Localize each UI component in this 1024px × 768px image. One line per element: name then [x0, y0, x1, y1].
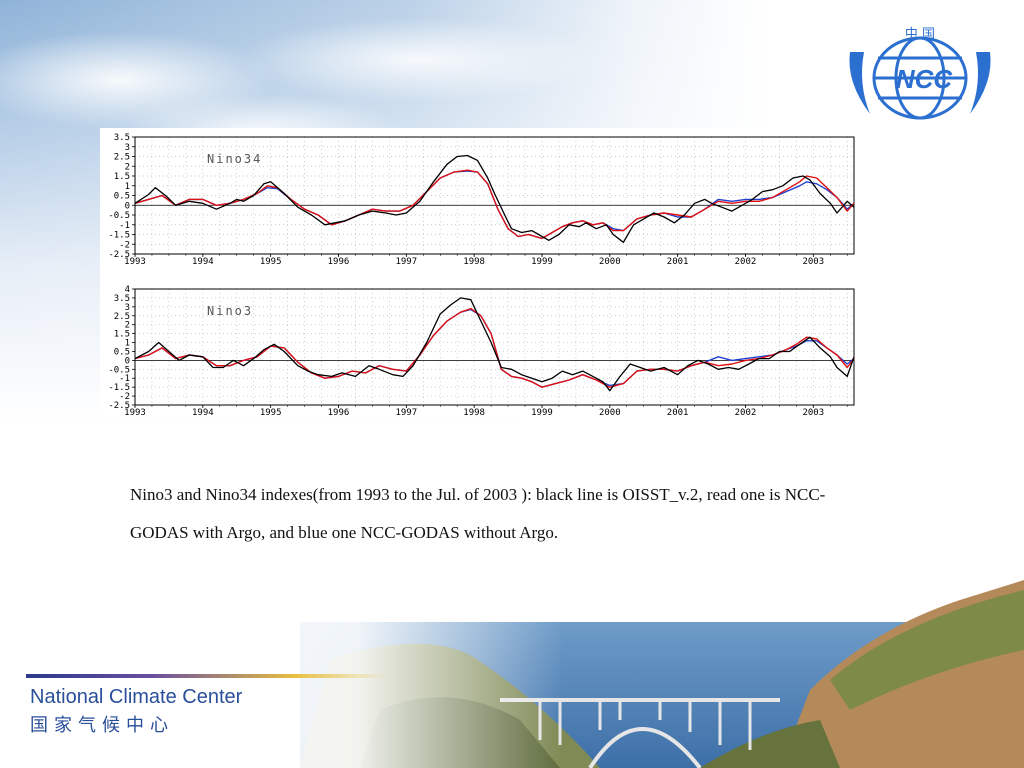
y-tick-label: -1	[119, 221, 130, 231]
y-tick-label: 0	[125, 201, 130, 211]
x-tick-label: 1996	[328, 257, 350, 267]
logo-top-text: 中 国	[905, 27, 935, 42]
series-line-1	[134, 169, 855, 240]
org-name-chinese: 国家气候中心	[30, 715, 174, 736]
x-tick-label: 2002	[735, 408, 757, 418]
y-tick-label: 2.5	[114, 312, 130, 322]
x-tick-label: 1994	[192, 408, 214, 418]
series-line-1	[134, 307, 855, 388]
x-tick-label: 1998	[463, 257, 485, 267]
x-tick-label: 2000	[599, 408, 621, 418]
series-line-2	[134, 170, 855, 240]
y-tick-label: -2	[119, 392, 130, 402]
series-line-2	[134, 308, 855, 388]
x-tick-label: 2002	[735, 257, 757, 267]
x-tick-label: 1993	[124, 257, 146, 267]
plot-frame	[134, 288, 855, 406]
x-tick-label: 2003	[802, 408, 824, 418]
logo-main-text: NCC	[896, 64, 954, 94]
y-tick-label: 0.5	[114, 192, 130, 202]
y-tick-label: 4	[125, 285, 130, 295]
x-tick-label: 2001	[667, 408, 689, 418]
y-tick-label: 1.5	[114, 330, 130, 340]
x-tick-label: 1997	[395, 257, 417, 267]
series-line-0	[134, 297, 855, 392]
y-tick-label: -0.5	[108, 211, 130, 221]
y-tick-label: 2	[125, 162, 130, 172]
y-tick-label: -1.5	[108, 383, 130, 393]
y-tick-label: 1.5	[114, 172, 130, 182]
x-tick-label: 1993	[124, 408, 146, 418]
y-tick-label: -2.5	[108, 401, 130, 411]
y-tick-label: 3	[125, 143, 130, 153]
chart-title: Nino34	[207, 152, 262, 166]
footer-divider	[26, 674, 386, 678]
y-tick-label: -1.5	[108, 231, 130, 241]
y-tick-label: 3.5	[114, 133, 130, 143]
series-line-0	[134, 154, 855, 243]
chart-title: Nino3	[207, 304, 253, 318]
x-tick-label: 2001	[667, 257, 689, 267]
org-name-english: National Climate Center	[30, 686, 243, 708]
x-tick-label: 1999	[531, 257, 553, 267]
y-tick-label: 0.5	[114, 347, 130, 357]
y-tick-label: -0.5	[108, 365, 130, 375]
x-tick-label: 1994	[192, 257, 214, 267]
x-tick-label: 1997	[395, 408, 417, 418]
x-tick-label: 1998	[463, 408, 485, 418]
y-tick-label: -1	[119, 374, 130, 384]
x-tick-label: 2000	[599, 257, 621, 267]
x-tick-label: 1995	[260, 257, 282, 267]
y-tick-label: 1	[125, 339, 130, 349]
x-tick-label: 1999	[531, 408, 553, 418]
figure-caption: Nino3 and Nino34 indexes(from 1993 to th…	[130, 485, 826, 542]
x-tick-label: 1995	[260, 408, 282, 418]
ncc-logo: 中 国 NCC	[849, 27, 991, 120]
y-tick-label: 0	[125, 356, 130, 366]
chart-panel: 3.5 3 2.5 2 1.5 1 0.5 0 -0.5 -1 -1.5 -2 -2.5 1993 1994…	[100, 128, 860, 418]
y-tick-label: 2.5	[114, 153, 130, 163]
y-tick-label: -2.5	[108, 250, 130, 260]
y-tick-label: 3.5	[114, 294, 130, 304]
y-tick-label: 1	[125, 182, 130, 192]
coastal-bridge-scene	[0, 560, 1024, 768]
y-tick-label: 3	[125, 303, 130, 313]
x-tick-label: 1996	[328, 408, 350, 418]
x-tick-label: 2003	[802, 257, 824, 267]
y-tick-label: 2	[125, 321, 130, 331]
y-tick-label: -2	[119, 240, 130, 250]
